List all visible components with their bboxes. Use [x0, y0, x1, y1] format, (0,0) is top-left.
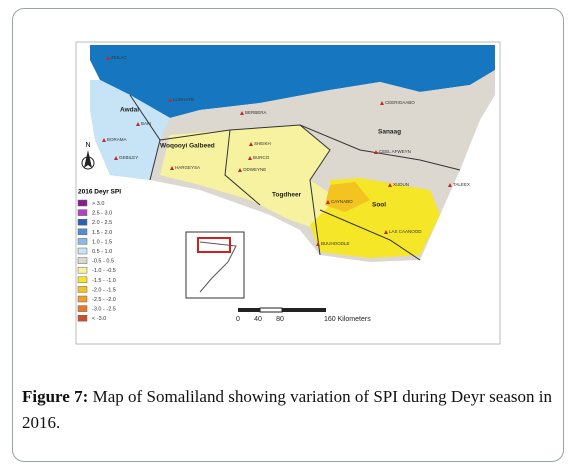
town-label: CEERIGAABO	[385, 100, 415, 105]
legend-swatch	[77, 247, 88, 255]
legend-swatch	[77, 218, 88, 226]
sea	[90, 45, 495, 118]
town-marker	[326, 200, 330, 204]
town-marker	[388, 183, 392, 187]
boundary	[319, 209, 421, 261]
inset	[185, 231, 245, 299]
town-marker	[106, 56, 110, 60]
town-label: BERBERA	[245, 110, 267, 115]
town-label: BUUHOODLE	[321, 241, 350, 246]
legend-label: 2.5 - 3.0	[92, 211, 112, 217]
caption: Figure 7: Map of Somaliland showing vari…	[22, 384, 552, 436]
town-marker	[380, 101, 384, 105]
town-marker	[384, 230, 388, 234]
legend-label: -3.0 - -2.5	[92, 307, 116, 313]
town-marker	[170, 166, 174, 170]
town-label: XUDUN	[393, 182, 409, 187]
legend-swatch	[77, 238, 88, 245]
map: N 2016 Deyr SPI > 3.0 2.5 - 3.0 2.0 - 2.5 1…	[75, 41, 501, 345]
town-marker	[248, 156, 252, 160]
legend-label: -1.0 - -0.5	[92, 268, 116, 274]
town-marker	[136, 122, 140, 126]
town-marker	[316, 242, 320, 246]
boundary	[224, 129, 261, 206]
legend-swatch	[77, 266, 88, 274]
legend-label: -1.5 - -1.0	[92, 278, 116, 284]
awdal-area	[90, 80, 170, 180]
town-label: ZEILAC	[111, 55, 128, 60]
legend-label: -2.0 - -1.5	[92, 287, 116, 293]
town-label: TALEEX	[453, 182, 470, 187]
legend-swatch	[77, 295, 88, 303]
legend-swatch	[77, 257, 88, 264]
legend-label: 0.5 - 1.0	[92, 249, 112, 255]
town-label: CAYNABO	[331, 199, 353, 204]
legend-swatch	[77, 209, 88, 216]
town-label: BORAMA	[107, 137, 127, 142]
legend-swatch	[77, 314, 88, 322]
legend-label: 1.0 - 1.5	[92, 239, 112, 245]
figure-frame	[12, 8, 564, 462]
town-label: GEBILEY	[119, 155, 138, 160]
town-marker	[240, 111, 244, 115]
scale-label: 40	[254, 316, 262, 323]
town-marker	[238, 168, 242, 172]
legend-label: > 3.0	[92, 201, 104, 207]
town-label: LUGHAYE	[173, 97, 194, 102]
town-label: BAKI	[141, 121, 151, 126]
dry-area	[160, 125, 340, 230]
legend-label: -2.5 - -2.0	[92, 297, 116, 303]
scale-label: 160 Kilometers	[324, 316, 371, 323]
legend-label: 1.5 - 2.0	[92, 230, 112, 236]
scale-bar	[238, 307, 326, 313]
region-label: Sool	[372, 202, 386, 209]
town-marker	[448, 183, 452, 187]
legend-swatch	[77, 199, 88, 207]
town-label: CEEL AFWEYN	[379, 149, 411, 154]
legend-title: 2016 Deyr SPI	[78, 189, 121, 196]
region-label: Woqooyi Galbeed	[160, 143, 215, 150]
town-label: ODWEYNE	[243, 167, 266, 172]
legend-swatch	[77, 305, 88, 312]
town-label: HARGEYSA	[175, 165, 200, 170]
dry-area	[325, 182, 370, 212]
legend-label: -0.5 - 0.5	[92, 259, 114, 265]
scale-label: 80	[276, 316, 284, 323]
region-label: Togdheer	[272, 192, 302, 199]
boundary	[159, 124, 331, 256]
legend-label: 2.0 - 2.5	[92, 220, 112, 226]
town-label: SHEIKH	[254, 141, 271, 146]
town-marker	[168, 98, 172, 102]
town-label: BURCO	[253, 155, 270, 160]
legend-swatch	[77, 228, 88, 236]
town-marker	[102, 138, 106, 142]
region-label: Sanaag	[378, 129, 401, 136]
town-label: LAS CAANOOD	[389, 229, 422, 234]
north-label: N	[85, 142, 90, 149]
town-marker	[114, 156, 118, 160]
caption-text: Map of Somaliland showing variation of S…	[22, 387, 552, 432]
town-marker	[374, 150, 378, 154]
legend-swatch	[77, 276, 88, 284]
town-marker	[249, 142, 253, 146]
north-arrow: N	[81, 142, 95, 170]
legend-swatch	[77, 286, 88, 293]
caption-label: Figure 7:	[22, 387, 89, 406]
boundary	[299, 124, 461, 171]
legend-label: < -3.0	[92, 316, 106, 322]
region-label: Awdal	[120, 107, 139, 114]
scale-label: 0	[236, 316, 240, 323]
